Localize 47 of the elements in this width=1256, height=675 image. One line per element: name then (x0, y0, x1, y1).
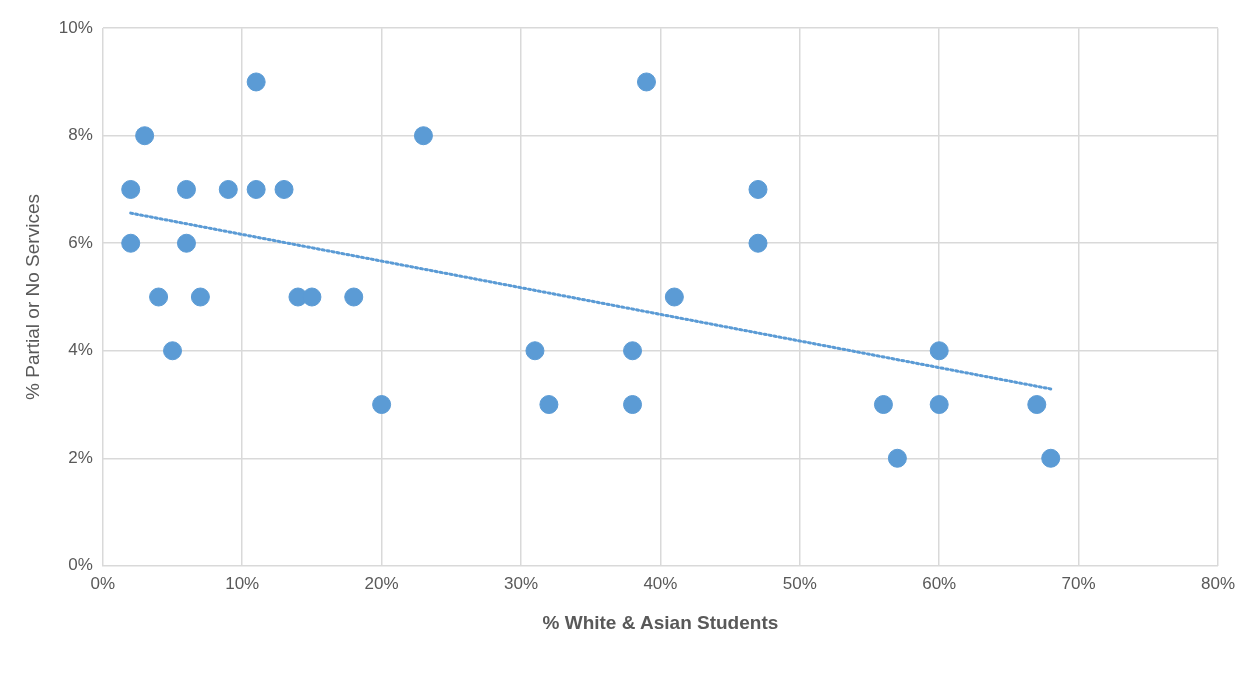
x-tick-label: 60% (922, 573, 957, 593)
point (344, 287, 364, 307)
point (623, 341, 643, 361)
point (1041, 448, 1061, 468)
point (302, 287, 322, 307)
x-axis-title: % White & Asian Students (542, 611, 779, 633)
point (218, 179, 238, 199)
y-tick-label: 10% (58, 17, 93, 37)
x-tick-label: 40% (643, 573, 678, 593)
point (176, 179, 196, 199)
point (163, 341, 183, 361)
point (887, 448, 907, 468)
y-tick-label: 6% (68, 232, 93, 252)
y-tick-label: 2% (68, 447, 93, 467)
point (121, 233, 141, 253)
point (525, 341, 545, 361)
x-tick-label: 30% (504, 573, 539, 593)
x-tick-label: 10% (225, 573, 260, 593)
point (873, 395, 893, 415)
x-tick-label: 20% (364, 573, 399, 593)
point (176, 233, 196, 253)
point (246, 72, 266, 92)
x-tick-label: 50% (782, 573, 817, 593)
point (748, 233, 768, 253)
point (929, 395, 949, 415)
point (149, 287, 169, 307)
point (135, 126, 155, 146)
point (413, 126, 433, 146)
point (121, 179, 141, 199)
point (190, 287, 210, 307)
point (1027, 395, 1047, 415)
point (539, 395, 559, 415)
point (246, 179, 266, 199)
y-axis-title: % Partial or No Services (21, 194, 43, 400)
point (274, 179, 294, 199)
point (748, 179, 768, 199)
y-tick-label: 4% (68, 340, 93, 360)
y-tick-label: 0% (68, 555, 93, 575)
y-tick-label: 8% (68, 125, 93, 145)
x-tick-label: 70% (1061, 573, 1096, 593)
point (623, 395, 643, 415)
x-tick-label: 0% (90, 573, 116, 593)
point (929, 341, 949, 361)
point (636, 72, 656, 92)
point (664, 287, 684, 307)
x-tick-label: 80% (1200, 573, 1236, 593)
point (372, 395, 392, 415)
